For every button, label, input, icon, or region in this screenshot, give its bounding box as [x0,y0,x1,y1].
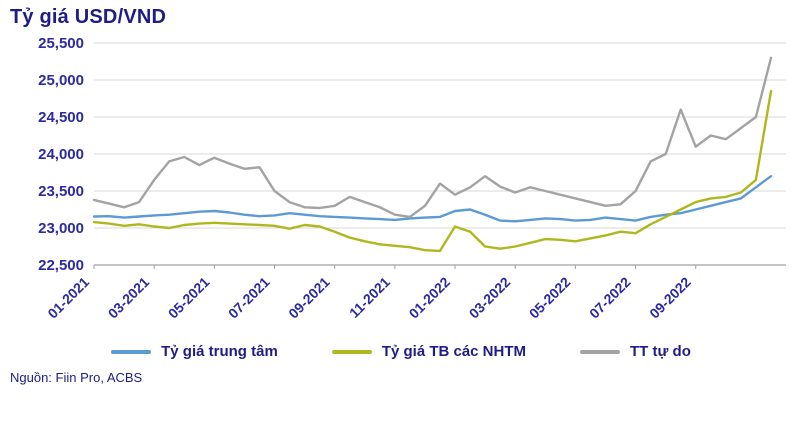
svg-text:09-2022: 09-2022 [646,274,694,322]
source-note: Nguồn: Fiin Pro, ACBS [10,370,143,385]
chart-legend: Tỷ giá trung tâm Tỷ giá TB các NHTM TT t… [0,343,802,360]
legend-swatch-bank-average [331,349,372,354]
svg-text:25,000: 25,000 [38,72,84,89]
svg-text:09-2021: 09-2021 [285,274,333,322]
svg-text:07-2022: 07-2022 [586,274,634,322]
line-chart: 22,500 23,000 23,500 24,000 24,500 25,000 25,5… [38,35,786,322]
svg-text:07-2021: 07-2021 [225,274,273,322]
legend-label-central-rate: Tỷ giá trung tâm [161,343,278,360]
legend-swatch-free-market [580,349,621,354]
legend-label-free-market: TT tự do [630,343,691,360]
svg-text:25,500: 25,500 [38,35,84,52]
legend-item-free-market: TT tự do [580,343,691,360]
legend-item-bank-average: Tỷ giá TB các NHTM [331,343,527,360]
svg-text:11-2021: 11-2021 [346,274,393,321]
svg-text:05-2021: 05-2021 [165,274,213,322]
legend-swatch-central-rate [111,349,152,354]
svg-text:22,500: 22,500 [38,257,84,274]
chart-title: Tỷ giá USD/VND [10,6,167,28]
svg-text:23,000: 23,000 [38,220,84,237]
svg-text:01-2022: 01-2022 [406,274,454,322]
legend-label-bank-average: Tỷ giá TB các NHTM [381,343,527,360]
svg-text:05-2022: 05-2022 [526,274,574,322]
svg-text:23,500: 23,500 [38,183,84,200]
svg-text:03-2022: 03-2022 [466,274,514,322]
svg-text:01-2021: 01-2021 [44,274,92,322]
svg-text:03-2021: 03-2021 [105,274,153,322]
svg-text:24,000: 24,000 [38,146,84,163]
legend-item-central-rate: Tỷ giá trung tâm [111,343,278,360]
svg-text:24,500: 24,500 [38,109,84,126]
